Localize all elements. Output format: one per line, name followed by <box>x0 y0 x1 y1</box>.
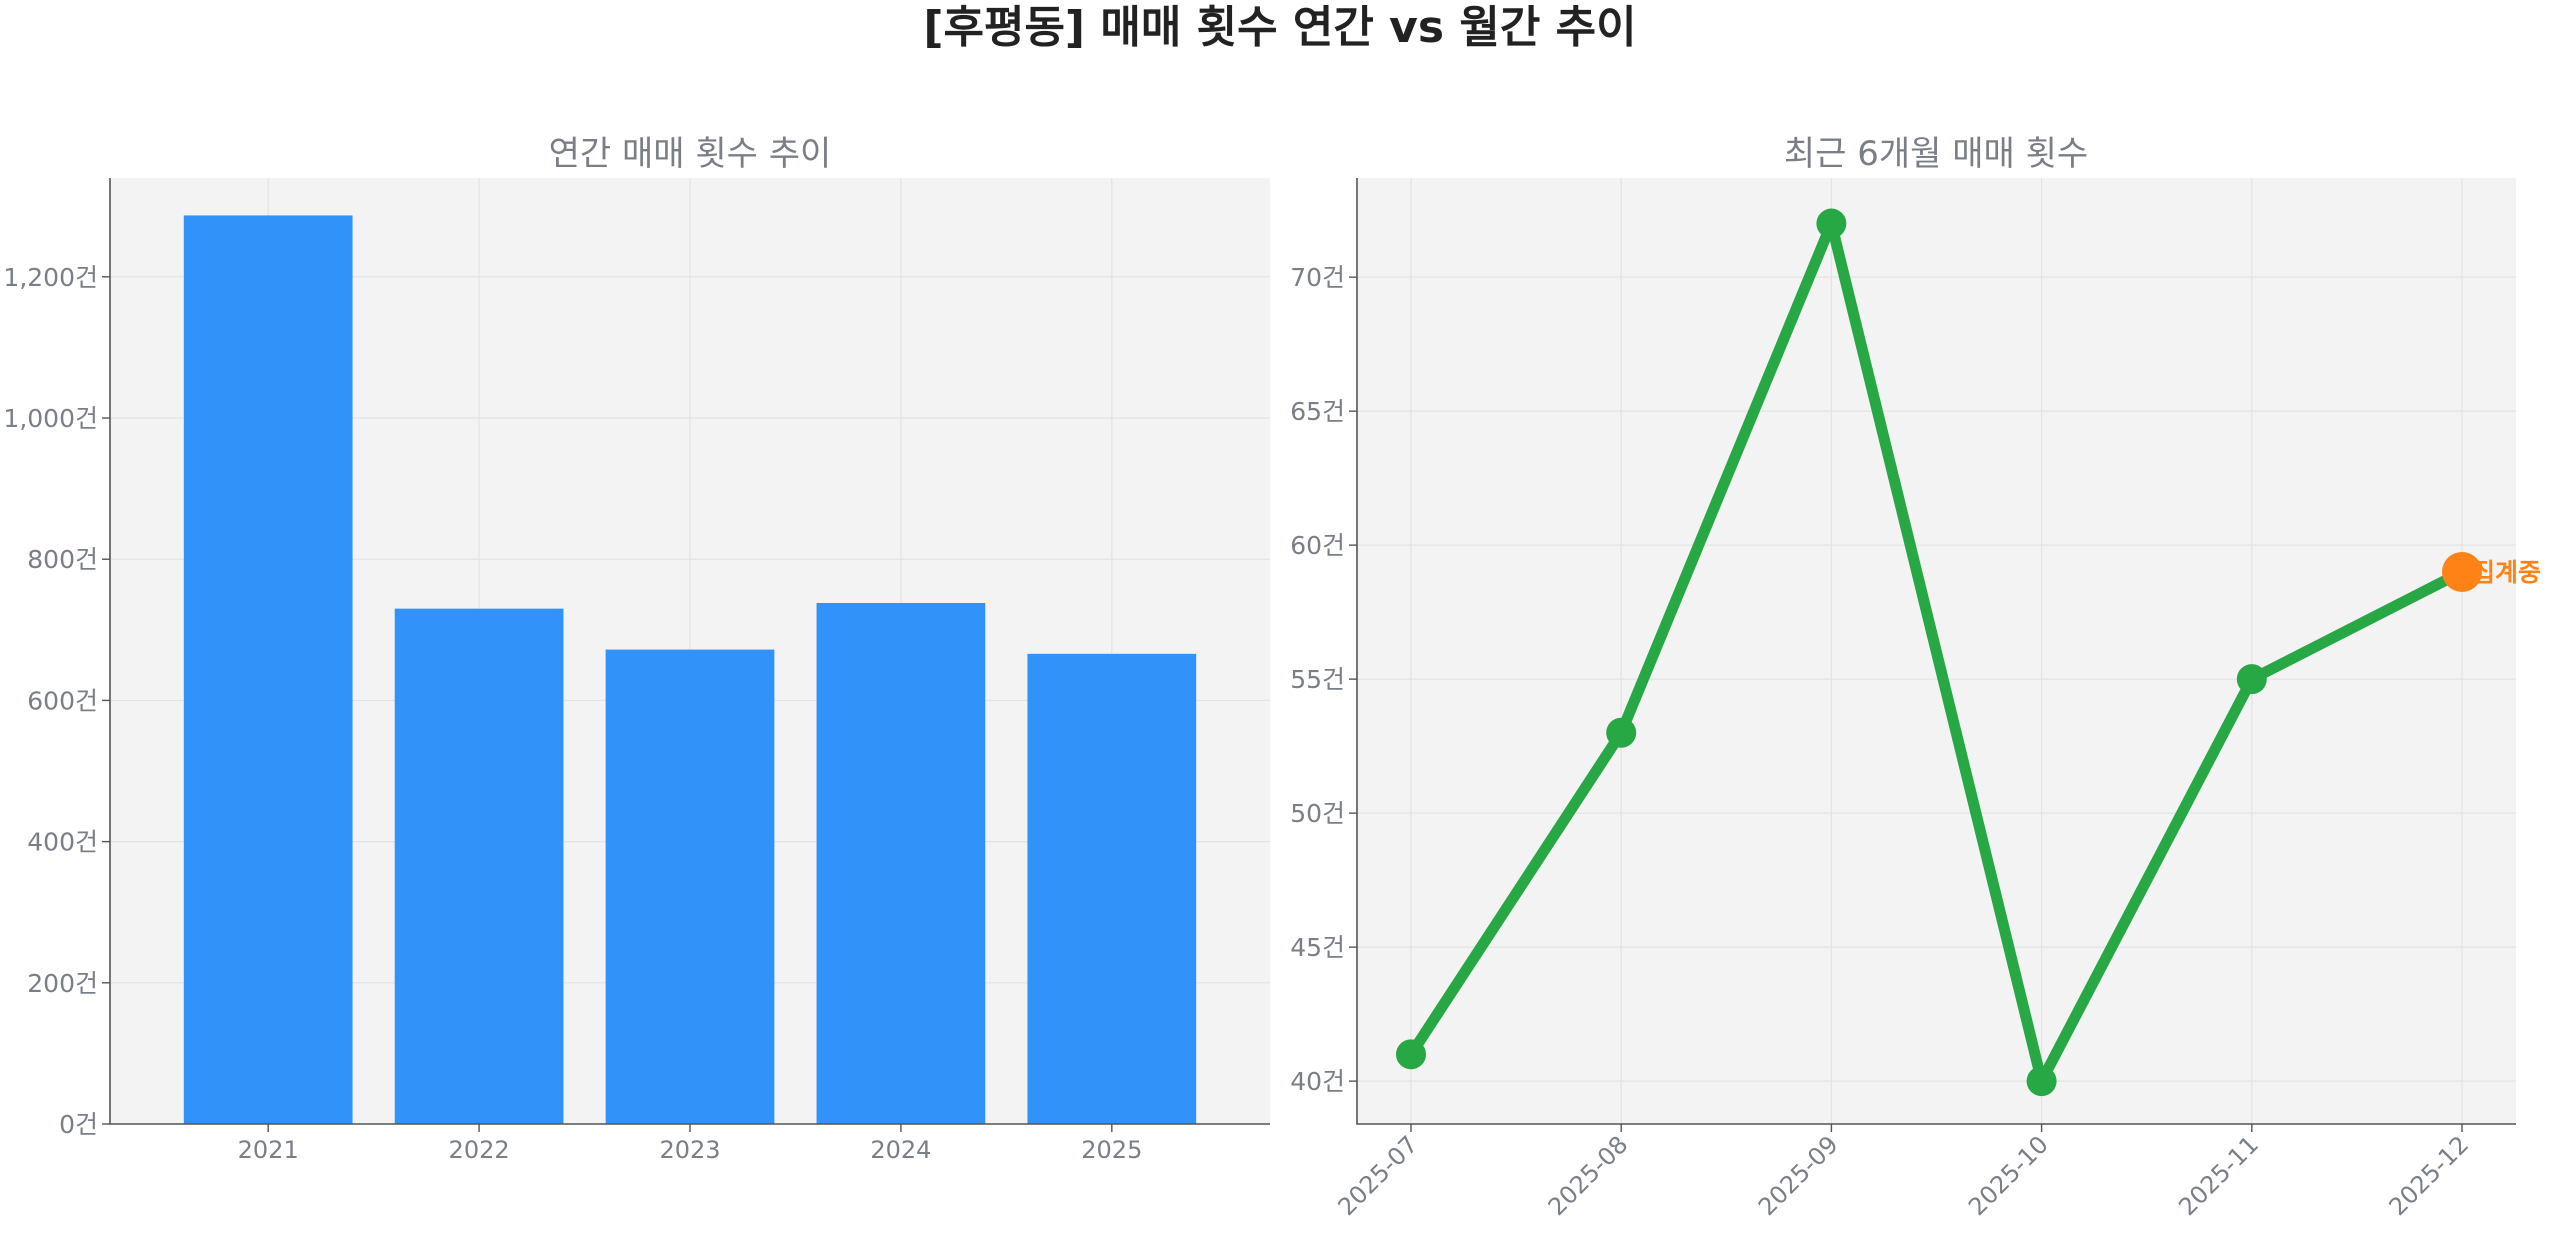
data-point-2025-11 <box>2236 664 2267 695</box>
line-axes-spine <box>1356 178 2516 1125</box>
bar-2021 <box>183 215 353 1125</box>
line-y-tick-label: 45건 <box>1290 933 1345 962</box>
line-y-tick-label: 55건 <box>1290 665 1345 694</box>
data-point-2025-10 <box>2026 1066 2057 1097</box>
monthly-trade-line <box>1405 218 2468 1087</box>
line-chart-title: 최근 6개월 매매 횟수 <box>1784 134 2088 174</box>
bar-y-tick-label: 1,000건 <box>3 404 98 433</box>
line-y-tick-label: 60건 <box>1290 531 1345 560</box>
bar-y-tick-label: 800건 <box>27 545 98 574</box>
bar-x-tick-label: 2025 <box>1081 1136 1142 1164</box>
line-y-tick-label: 40건 <box>1290 1067 1345 1096</box>
bar-y-tick-label: 1,200건 <box>3 263 98 292</box>
line-x-tick-label: 2025-08 <box>1543 1130 1634 1221</box>
bar-2024 <box>816 602 986 1124</box>
bar-y-tick-label: 600건 <box>27 686 98 715</box>
line-x-tick-label: 2025-11 <box>2173 1130 2264 1221</box>
bar-axes-spine <box>109 178 1270 1125</box>
bar-x-tick-label: 2023 <box>659 1136 720 1164</box>
bar-2023 <box>605 649 775 1124</box>
bar-2025 <box>1027 653 1197 1124</box>
bar-y-tick-label: 0건 <box>59 1110 98 1139</box>
data-point-2025-08 <box>1606 717 1637 748</box>
annual-trade-bar-chart: 연간 매매 횟수 추이 0건 200건 400건 600건 800건 1,000건 1,20… <box>3 134 1270 1164</box>
line-y-tick-label: 70건 <box>1290 263 1345 292</box>
in-progress-annotation: 집계중 <box>2472 558 2541 587</box>
highlight-point-2025-12 <box>2442 551 2482 592</box>
line-x-tick-label: 2025-12 <box>2384 1130 2475 1221</box>
line-y-tick-label: 50건 <box>1290 799 1345 828</box>
bar-x-tick-label: 2022 <box>449 1136 510 1164</box>
bar-x-tick-label: 2024 <box>870 1136 931 1164</box>
figure-title: [후평동] 매매 횟수 연간 vs 월간 추이 <box>923 2 1636 53</box>
line-y-tick-label: 65건 <box>1290 397 1345 426</box>
bar-y-tick-label: 200건 <box>27 969 98 998</box>
bar-x-tick-label: 2021 <box>238 1136 299 1164</box>
bar-y-tick-label: 400건 <box>27 828 98 857</box>
bar-chart-title: 연간 매매 횟수 추이 <box>549 134 832 174</box>
line-x-tick-label: 2025-10 <box>1963 1130 2054 1221</box>
monthly-trade-line-chart: 최근 6개월 매매 횟수 40건 45건 50건 55건 60건 65건 70건 2025-0… <box>1290 134 2541 1221</box>
line-x-tick-label: 2025-09 <box>1753 1130 1844 1221</box>
bar-2022 <box>394 608 564 1124</box>
data-point-2025-07 <box>1396 1039 1426 1070</box>
line-x-tick-label: 2025-07 <box>1333 1130 1424 1221</box>
data-point-2025-09 <box>1816 208 1847 239</box>
